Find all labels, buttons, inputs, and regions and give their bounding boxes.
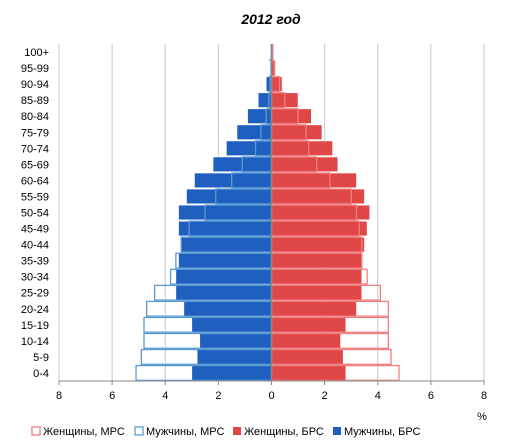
x-tick-label: 6 [428,390,434,402]
y-tick-label: 0-4 [33,368,49,380]
legend-swatch [31,426,41,436]
y-tick-label: 50-54 [21,208,49,220]
y-tick-label: 45-49 [21,224,49,236]
y-tick-label: 35-39 [21,256,49,268]
x-tick-label: 2 [215,390,221,402]
bar-4-60-64 [194,172,272,189]
x-tick-label: 6 [109,390,115,402]
legend-swatch [134,426,144,436]
bars [135,43,400,382]
bar-3-45-49 [271,220,368,237]
x-tick-label: 2 [322,390,328,402]
bar-3-90-94 [271,76,283,92]
bar-4-50-54 [178,204,272,221]
y-tick-label: 40-44 [21,240,49,252]
bar-3-25-29 [271,285,363,301]
bar-4-10-14 [199,333,272,349]
y-tick-label: 65-69 [21,159,49,171]
bar-4-80-84 [247,108,272,124]
legend-item-4: Мужчины, БРС [333,426,421,438]
y-tick-label: 60-64 [21,175,49,187]
x-tick-label: 8 [481,390,487,402]
bar-3-40-44 [271,236,365,253]
y-tick-label: 85-89 [21,95,49,107]
legend-label: Мужчины, БРС [344,426,421,438]
bar-3-65-69 [271,156,339,173]
y-tick-labels: 0-4 5-9 10-14 15-19 20-24 25-29 30-34 35-39 40-4… [21,47,49,380]
y-tick-label: 70-74 [21,143,49,155]
legend-item-1: Женщины, МРС [31,426,125,438]
legend-item-2: Мужчины, МРС [134,426,224,438]
legend-label: Женщины, БРС [244,426,324,438]
y-tick-label: 30-34 [21,272,49,284]
legend-swatch [333,427,341,435]
bar-4-40-44 [180,236,272,253]
bar-4-15-19 [191,317,272,333]
y-tick-label: 20-24 [21,304,49,316]
x-tick-label: 8 [56,390,62,402]
bar-4-85-89 [257,92,272,108]
bar-4-55-59 [186,188,272,205]
bar-3-0-4 [271,365,347,381]
y-tick-label: 15-19 [21,320,49,332]
legend-swatch [233,427,241,435]
bar-3-70-74 [271,140,333,156]
bar-3-20-24 [271,301,357,317]
bar-4-70-74 [226,140,272,156]
y-tick-label: 5-9 [33,352,49,364]
y-tick-label: 90-94 [21,79,49,91]
x-tick-label: 4 [162,390,168,402]
bar-4-5-9 [196,349,272,365]
y-tick-label: 55-59 [21,191,49,203]
bar-4-20-24 [183,301,272,317]
bar-3-35-39 [271,252,363,269]
y-tick-label: 25-29 [21,288,49,300]
bar-4-75-79 [236,124,272,140]
bar-4-35-39 [178,252,272,269]
bar-3-55-59 [271,188,365,205]
bar-4-30-34 [175,269,272,285]
legend-label: Мужчины, МРС [146,426,224,438]
chart-title: 2012 год [240,11,301,27]
bar-3-80-84 [271,108,312,124]
legend: Женщины, МРС Мужчины, МРС Женщины, БРС Мужч… [31,426,421,438]
y-tick-label: 80-84 [21,111,49,123]
x-tick-label: 0 [268,390,274,402]
x-axis-label: % [477,411,487,423]
legend-label: Женщины, МРС [43,426,125,438]
bar-3-10-14 [271,333,341,349]
x-tick-labels: 8 6 4 2 0 2 4 6 8 [56,390,487,402]
y-tick-label: 95-99 [21,63,49,75]
bar-4-25-29 [175,285,272,301]
bar-3-50-54 [271,204,371,221]
y-tick-label: 100+ [24,47,49,59]
bar-3-60-64 [271,172,357,189]
bar-3-5-9 [271,349,344,365]
legend-item-3: Женщины, БРС [233,426,324,438]
axes [58,44,485,385]
bar-4-45-49 [178,220,272,237]
bar-3-30-34 [271,269,363,285]
bar-4-0-4 [191,365,272,381]
y-tick-label: 10-14 [21,336,49,348]
y-tick-label: 75-79 [21,127,49,139]
bar-3-75-79 [271,124,323,140]
x-tick-label: 4 [375,390,381,402]
bar-3-15-19 [271,317,347,333]
